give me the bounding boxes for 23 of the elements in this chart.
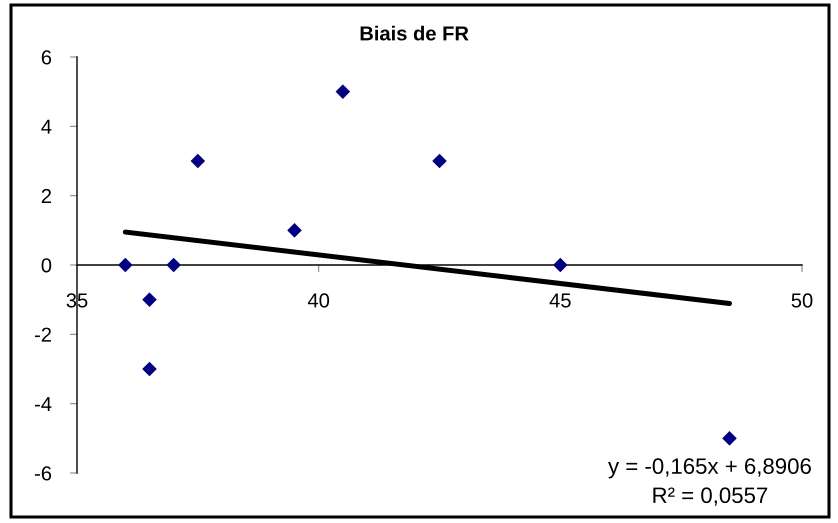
point: [190, 154, 206, 168]
point: [142, 362, 157, 376]
x-tick-label: 40: [308, 293, 330, 308]
y-tick-label: 0: [42, 258, 52, 272]
point: [142, 292, 157, 307]
point: [287, 223, 302, 238]
chart-title: Biais de FR: [360, 26, 469, 41]
y-tick-label: 4: [41, 120, 52, 134]
text: R² = 0,0557: [653, 487, 768, 506]
annotation: y = -0,165x + 6,8906: [608, 458, 811, 478]
point: [432, 154, 447, 168]
y-tick-label: -2: [34, 328, 51, 342]
y-tick-label: -6: [34, 466, 52, 480]
point: [553, 258, 568, 272]
x-tick-label: 45: [550, 294, 571, 308]
point: [118, 258, 133, 272]
x-tick-label: 50: [792, 293, 812, 308]
point: [722, 431, 737, 446]
point: [166, 258, 181, 272]
point: [336, 84, 350, 99]
y-tick-label: 6: [42, 50, 52, 64]
y-tick-label: 2: [42, 188, 51, 203]
y-tick-label: -4: [34, 397, 52, 411]
